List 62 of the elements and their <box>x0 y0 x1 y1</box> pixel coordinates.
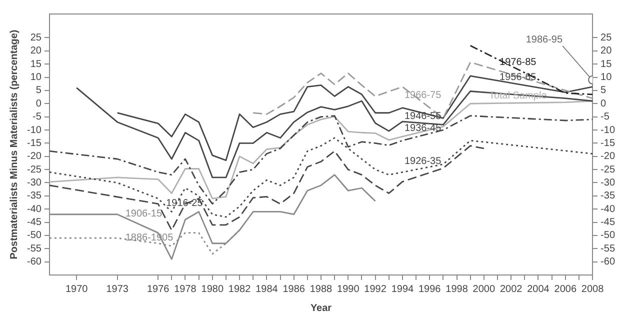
x-tick-label: 2008 <box>581 284 604 295</box>
y-tick-label: -35 <box>27 190 42 202</box>
x-tick-label: 1996 <box>418 284 442 295</box>
y-tick-label: -40 <box>27 204 42 215</box>
x-tick-label: 1984 <box>256 284 278 295</box>
y-tick-label: -60 <box>27 256 42 268</box>
y-tick-label: -55 <box>27 243 42 254</box>
x-tick-label: 2004 <box>527 284 550 295</box>
y2-tick-label: 15 <box>600 58 612 70</box>
y-tick-label: -15 <box>27 138 42 149</box>
x-tick-label: 2006 <box>554 284 577 295</box>
series-label: 1956-65 <box>500 72 537 83</box>
y2-tick-label: -35 <box>600 190 616 202</box>
y2-tick-label: 20 <box>600 46 612 57</box>
y-tick-label: -45 <box>27 217 42 228</box>
y-tick-label: 0 <box>36 98 42 110</box>
series-label: 1966-75 <box>404 90 442 102</box>
series-label: 1906-15 <box>125 208 162 220</box>
y2-tick-label: 10 <box>600 72 612 84</box>
x-tick-label: 1998 <box>446 284 468 295</box>
series-label: 1926-35 <box>404 156 442 167</box>
y-tick-label: 10 <box>30 72 42 84</box>
y-tick-label: 5 <box>36 85 42 96</box>
y2-tick-label: 5 <box>600 85 607 96</box>
x-tick-label: 1976 <box>146 284 170 295</box>
y2-tick-label: 25 <box>600 32 612 44</box>
y2-tick-label: -40 <box>600 204 616 215</box>
y-tick-label: -30 <box>27 177 42 188</box>
x-tick-label: 1988 <box>310 284 333 295</box>
y-tick-label: 20 <box>30 46 42 57</box>
y2-tick-label: -15 <box>600 138 616 149</box>
x-tick-label: 1992 <box>364 284 387 295</box>
y-tick-label: -5 <box>32 112 42 123</box>
y-tick-label: -25 <box>27 164 42 176</box>
y-tick-label: -20 <box>27 151 42 162</box>
x-tick-label: 1994 <box>391 284 414 295</box>
y-tick-label: -50 <box>27 230 42 242</box>
x-tick-label: 1982 <box>228 284 252 295</box>
x-tick-label: 1986 <box>282 284 306 295</box>
x-tick-label: 1978 <box>174 284 197 295</box>
x-tick-label: 1970 <box>65 284 88 295</box>
text: 1986-95 <box>526 34 563 46</box>
x-tick-label: 2002 <box>500 284 523 295</box>
y2-tick-label: 0 <box>600 98 607 110</box>
y-tick-label: 15 <box>30 58 42 70</box>
y-tick-label: -10 <box>27 124 42 136</box>
x-tick-label: 1980 <box>201 284 224 295</box>
y2-tick-label: -50 <box>600 230 616 242</box>
y2-tick-label: -60 <box>600 256 616 268</box>
y2-tick-label: -45 <box>600 217 616 228</box>
y-axis-title: Postmaterialists Minus Materialists (percentage) <box>8 30 20 260</box>
x-tick-label: 2000 <box>472 284 496 295</box>
x-axis-title: Year <box>310 302 332 314</box>
y2-tick-label: -20 <box>600 151 616 162</box>
y2-tick-label: -25 <box>600 164 616 176</box>
y-tick-label: 25 <box>30 32 42 44</box>
y2-tick-label: -30 <box>600 177 616 188</box>
y2-tick-label: -55 <box>600 243 616 254</box>
y2-tick-label: -10 <box>600 124 616 136</box>
x-tick-label: 1990 <box>337 284 360 295</box>
x-tick-label: 1973 <box>106 284 129 295</box>
y2-tick-label: -5 <box>600 112 610 123</box>
